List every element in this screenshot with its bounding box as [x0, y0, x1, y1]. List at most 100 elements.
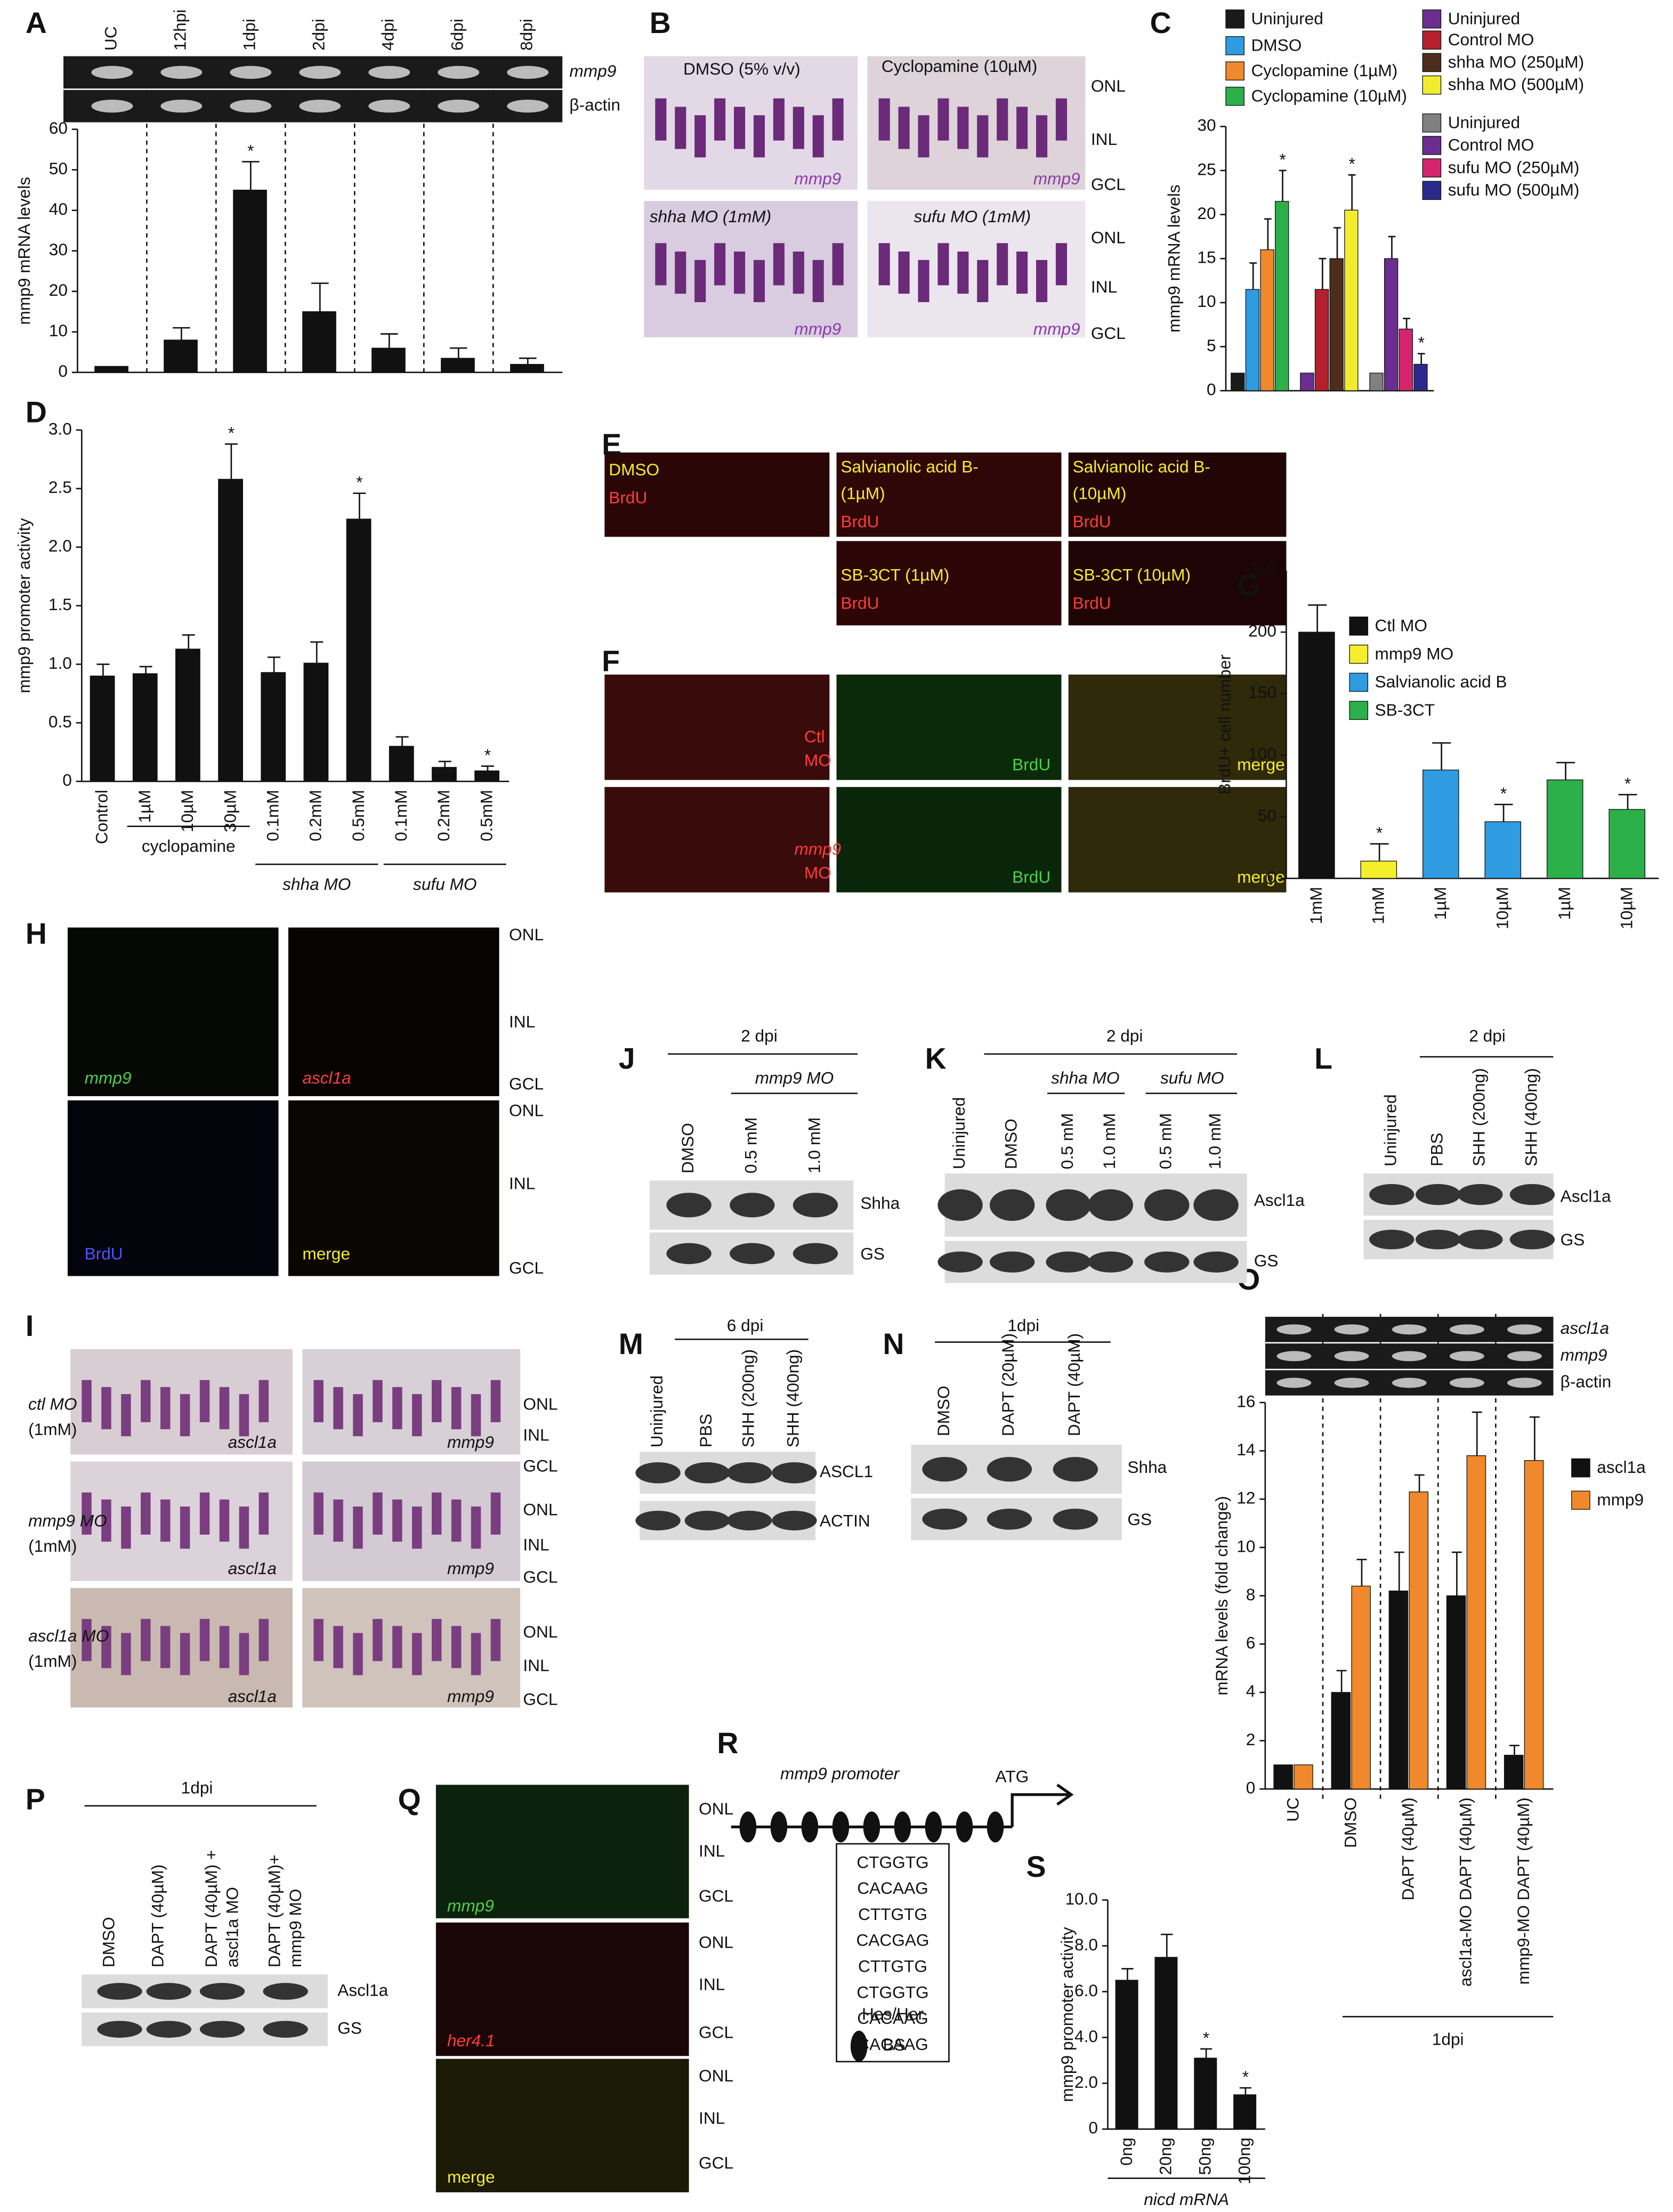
gel-band	[91, 66, 133, 79]
label: CTTGTG	[858, 1905, 927, 1924]
blot-band	[1369, 1184, 1415, 1205]
label: CTGGTG	[856, 1852, 928, 1871]
gel-band	[1507, 1324, 1542, 1335]
y-tick-label: 4.0	[1074, 2027, 1098, 2046]
gel-band	[368, 99, 410, 113]
cell-stain	[675, 107, 686, 149]
y-tick-label: 0	[58, 361, 68, 380]
y-tick-label: 5	[1207, 336, 1216, 355]
cell-stain	[101, 1626, 111, 1668]
cell-stain	[373, 1380, 383, 1422]
binding-site	[956, 1811, 973, 1843]
binding-site	[832, 1811, 850, 1843]
group-label: sufu MO	[413, 874, 477, 894]
cell-stain	[353, 1506, 363, 1549]
label: 2 dpi	[741, 1026, 778, 1046]
cell-stain	[392, 1499, 402, 1542]
y-tick-label: 16	[1236, 1391, 1255, 1411]
label: merge	[447, 2167, 495, 2186]
y-tick-label: 0	[1267, 868, 1276, 887]
bar	[1423, 769, 1459, 879]
label: 6 dpi	[727, 1316, 764, 1335]
bar	[1344, 209, 1359, 391]
label: ATG	[996, 1767, 1029, 1786]
x-tick-label: UC	[1283, 1797, 1302, 1822]
error-bar	[1319, 257, 1327, 290]
cell-stain	[490, 1619, 501, 1662]
cell-stain	[239, 1394, 249, 1437]
label: CACAAG	[857, 1878, 928, 1898]
label: GCL	[523, 1689, 557, 1708]
cell-stain	[832, 243, 844, 286]
y-tick-label: 8	[1246, 1585, 1256, 1604]
error-bar	[1417, 353, 1425, 364]
blot-band	[1193, 1251, 1239, 1273]
cell-stain	[160, 1499, 171, 1542]
legend-label: mmp9	[1597, 1490, 1644, 1509]
label: CTTGTG	[858, 1956, 927, 1975]
label: CACAAG	[857, 2035, 928, 2054]
label: INL	[509, 1174, 535, 1193]
image	[836, 541, 1062, 626]
error-bar	[1394, 1551, 1404, 1591]
legend-label: shha MO (250µM)	[1448, 52, 1585, 71]
lane-label: 1.0 mM	[1205, 1113, 1224, 1169]
bar	[94, 366, 128, 373]
legend-swatch	[1422, 9, 1442, 29]
cell-stain	[392, 1626, 402, 1668]
lane-label: 0.5 mM	[1156, 1113, 1175, 1169]
legend-label: Cyclopamine (10µM)	[1251, 86, 1407, 105]
cell-stain	[490, 1492, 501, 1535]
error-bar	[1403, 318, 1411, 329]
label: sufu MO (1mM)	[914, 207, 1031, 226]
label: Ascl1a	[1561, 1186, 1611, 1205]
y-tick-label: 12	[1236, 1488, 1255, 1508]
lane-label: DMSO	[1001, 1119, 1021, 1169]
x-tick-label: UC	[101, 26, 120, 51]
cell-stain	[313, 1619, 324, 1662]
label: ONL	[1091, 76, 1126, 95]
legend-label: Salvianolic acid B	[1375, 672, 1507, 691]
blot-band	[1046, 1189, 1091, 1221]
legend-swatch	[1349, 617, 1369, 636]
cell-stain	[141, 1380, 151, 1422]
y-tick-label: 0.5	[49, 712, 72, 731]
y-tick-label: 4	[1246, 1681, 1256, 1700]
cell-stain	[412, 1394, 422, 1437]
label: mmp9 MO	[28, 1511, 107, 1530]
cell-stain	[219, 1626, 230, 1668]
significance: *	[1279, 150, 1286, 169]
cell-stain	[753, 260, 765, 303]
binding-site	[987, 1811, 1004, 1843]
cell-stain	[714, 243, 726, 286]
binding-site	[863, 1811, 880, 1843]
gel-label: ascl1a	[1561, 1318, 1609, 1338]
x-tick-label: 0.5mM	[476, 790, 496, 841]
label: mmp9	[1033, 319, 1080, 338]
label: BrdU	[1012, 868, 1050, 887]
blot-band	[1088, 1189, 1133, 1221]
cell-stain	[180, 1633, 190, 1675]
blot-band	[989, 1189, 1035, 1221]
y-tick-label: 3.0	[49, 419, 72, 438]
y-tick-label: 0	[1246, 1778, 1256, 1797]
blot-band	[1144, 1189, 1190, 1221]
gel-label: β-actin	[569, 95, 620, 114]
cell-stain	[773, 98, 785, 141]
label: mmp9	[447, 1432, 494, 1452]
x-tick-label: 1dpi	[240, 19, 259, 51]
x-tick-label: 2dpi	[309, 19, 328, 51]
label: ONL	[509, 1100, 544, 1120]
cell-stain	[160, 1626, 171, 1668]
gel-band	[1334, 1378, 1369, 1388]
image	[67, 927, 279, 1097]
y-tick-label: 20	[49, 280, 68, 299]
x-tick-label: 10µM	[1617, 887, 1636, 929]
legend-swatch	[1349, 672, 1369, 692]
gel-band	[507, 66, 549, 79]
lane-label: SHH (400ng)	[1521, 1068, 1540, 1166]
binding-site	[925, 1811, 942, 1843]
error-bar	[1432, 742, 1451, 770]
panel-label: G	[1237, 569, 1260, 602]
bar	[1484, 821, 1522, 879]
